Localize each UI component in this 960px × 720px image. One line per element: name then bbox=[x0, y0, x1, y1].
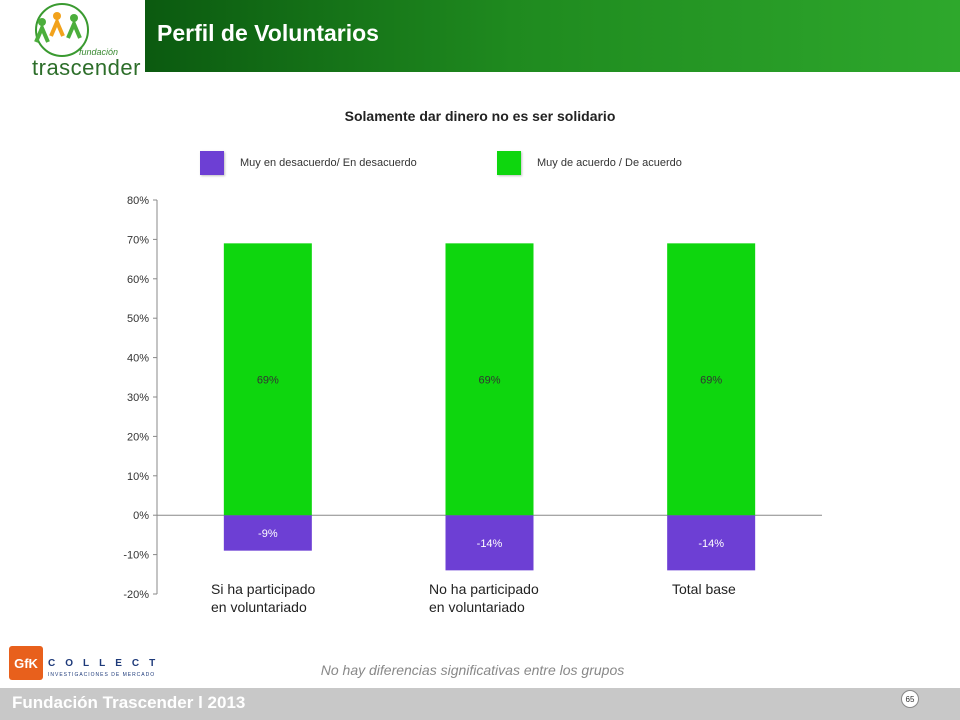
data-label: 69% bbox=[257, 374, 279, 386]
y-tick-label: 0% bbox=[133, 510, 149, 522]
legend-label-agree: Muy de acuerdo / De acuerdo bbox=[537, 157, 682, 169]
legend-label-disagree: Muy en desacuerdo/ En desacuerdo bbox=[240, 157, 417, 169]
collect-logo-subtext: INVESTIGACIONES DE MERCADO bbox=[48, 672, 156, 678]
logo-area: fundación trascender bbox=[0, 0, 145, 84]
legend-swatch-disagree bbox=[200, 151, 224, 175]
collect-logo-text: COLLECT bbox=[48, 658, 166, 669]
header-band bbox=[145, 0, 960, 72]
data-label: 69% bbox=[700, 374, 722, 386]
y-tick-label: 50% bbox=[127, 313, 149, 325]
logo-people-icon bbox=[34, 3, 89, 57]
gfk-logo: GfK bbox=[9, 646, 43, 680]
bar-agree bbox=[223, 243, 312, 516]
bar-agree bbox=[445, 243, 534, 516]
bar-disagree bbox=[667, 515, 756, 571]
page-number: 65 bbox=[901, 690, 919, 708]
legend-swatch-agree bbox=[497, 151, 521, 175]
y-tick-label: 10% bbox=[127, 471, 149, 483]
data-label: -9% bbox=[258, 528, 278, 540]
y-tick-label: 60% bbox=[127, 274, 149, 286]
logo-small-text: fundación bbox=[79, 47, 119, 57]
y-tick-label: -10% bbox=[123, 550, 149, 562]
legend-item-agree: Muy de acuerdo / De acuerdo bbox=[497, 151, 682, 175]
category-label-participated: Si ha participado en voluntariado bbox=[211, 581, 316, 615]
data-label: -14% bbox=[477, 538, 503, 550]
bar-agree bbox=[667, 243, 756, 516]
y-tick-label: 70% bbox=[127, 234, 149, 246]
bar-disagree bbox=[445, 515, 534, 571]
data-label: 69% bbox=[478, 374, 500, 386]
y-tick-label: 30% bbox=[127, 392, 149, 404]
bar-disagree bbox=[223, 515, 312, 551]
chart-title: Solamente dar dinero no es ser solidario bbox=[344, 108, 616, 124]
page-title: Perfil de Voluntarios bbox=[157, 20, 379, 46]
y-tick-label: -20% bbox=[123, 589, 149, 601]
category-label-not-participated: No ha participado en voluntariado bbox=[429, 581, 539, 615]
footnote: No hay diferencias significativas entre … bbox=[320, 662, 625, 678]
logo-text: trascender bbox=[32, 55, 141, 80]
y-tick-label: 80% bbox=[127, 195, 149, 207]
y-tick-label: 20% bbox=[127, 431, 149, 443]
data-label: -14% bbox=[698, 538, 724, 550]
footer-band bbox=[0, 688, 960, 720]
y-tick-label: 40% bbox=[127, 353, 149, 365]
category-label-total: Total base bbox=[672, 581, 736, 597]
legend-item-disagree: Muy en desacuerdo/ En desacuerdo bbox=[200, 151, 417, 175]
footer-org: Fundación Trascender l 2013 bbox=[12, 693, 246, 712]
